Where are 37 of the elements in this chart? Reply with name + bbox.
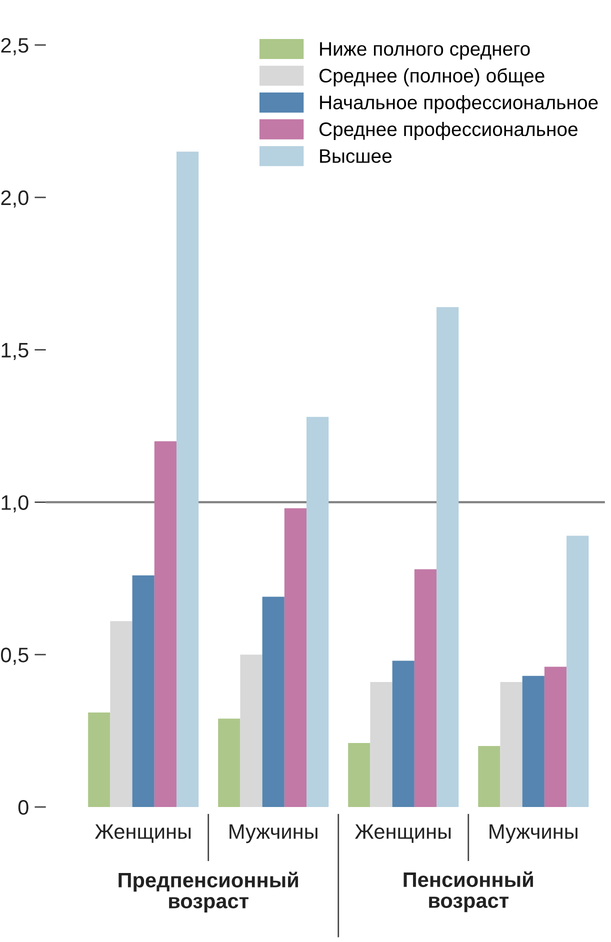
bar: [176, 152, 199, 807]
bar: [522, 676, 544, 807]
bar: [544, 666, 567, 807]
bar: [284, 508, 307, 807]
legend-label: Среднее (полное) общее: [319, 68, 544, 86]
y-tick-label: 1,0: [2, 495, 28, 512]
x-tick-label: Женщины: [94, 824, 191, 843]
y-tick-label: 2,5: [1, 38, 28, 56]
legend-label: Высшее: [320, 149, 392, 163]
x-tick-label: Мужчины: [230, 824, 318, 844]
bar: [500, 682, 522, 807]
y-tick-label: 0: [18, 800, 28, 815]
bar: [414, 569, 437, 807]
y-tick-label: 1,5: [2, 343, 28, 360]
bar: [154, 441, 176, 807]
bar: [240, 654, 262, 807]
bar: [370, 682, 392, 807]
legend-label: Ниже полного среднего: [320, 42, 530, 60]
x-tick-label: Мужчины: [490, 824, 578, 844]
bar: [132, 575, 154, 807]
x-tick-label: Женщины: [354, 824, 451, 843]
bar: [218, 718, 240, 807]
bar: [306, 416, 329, 807]
bar: [262, 596, 284, 807]
legend-label: Среднее профессиональное: [319, 122, 578, 140]
bar: [566, 536, 589, 807]
y-tick-label: 0,5: [1, 648, 28, 665]
bar: [110, 621, 132, 807]
y-tick-label: 2,0: [1, 190, 28, 208]
text: Пенсионный возраст: [404, 871, 533, 912]
text: Предпенсионный возраст: [118, 872, 298, 913]
bar: [392, 660, 414, 807]
bar: [88, 712, 110, 807]
legend-label: Начальное профессиональное: [320, 95, 598, 114]
bar: [436, 307, 459, 807]
bar: [478, 746, 500, 807]
bar: [348, 742, 370, 807]
